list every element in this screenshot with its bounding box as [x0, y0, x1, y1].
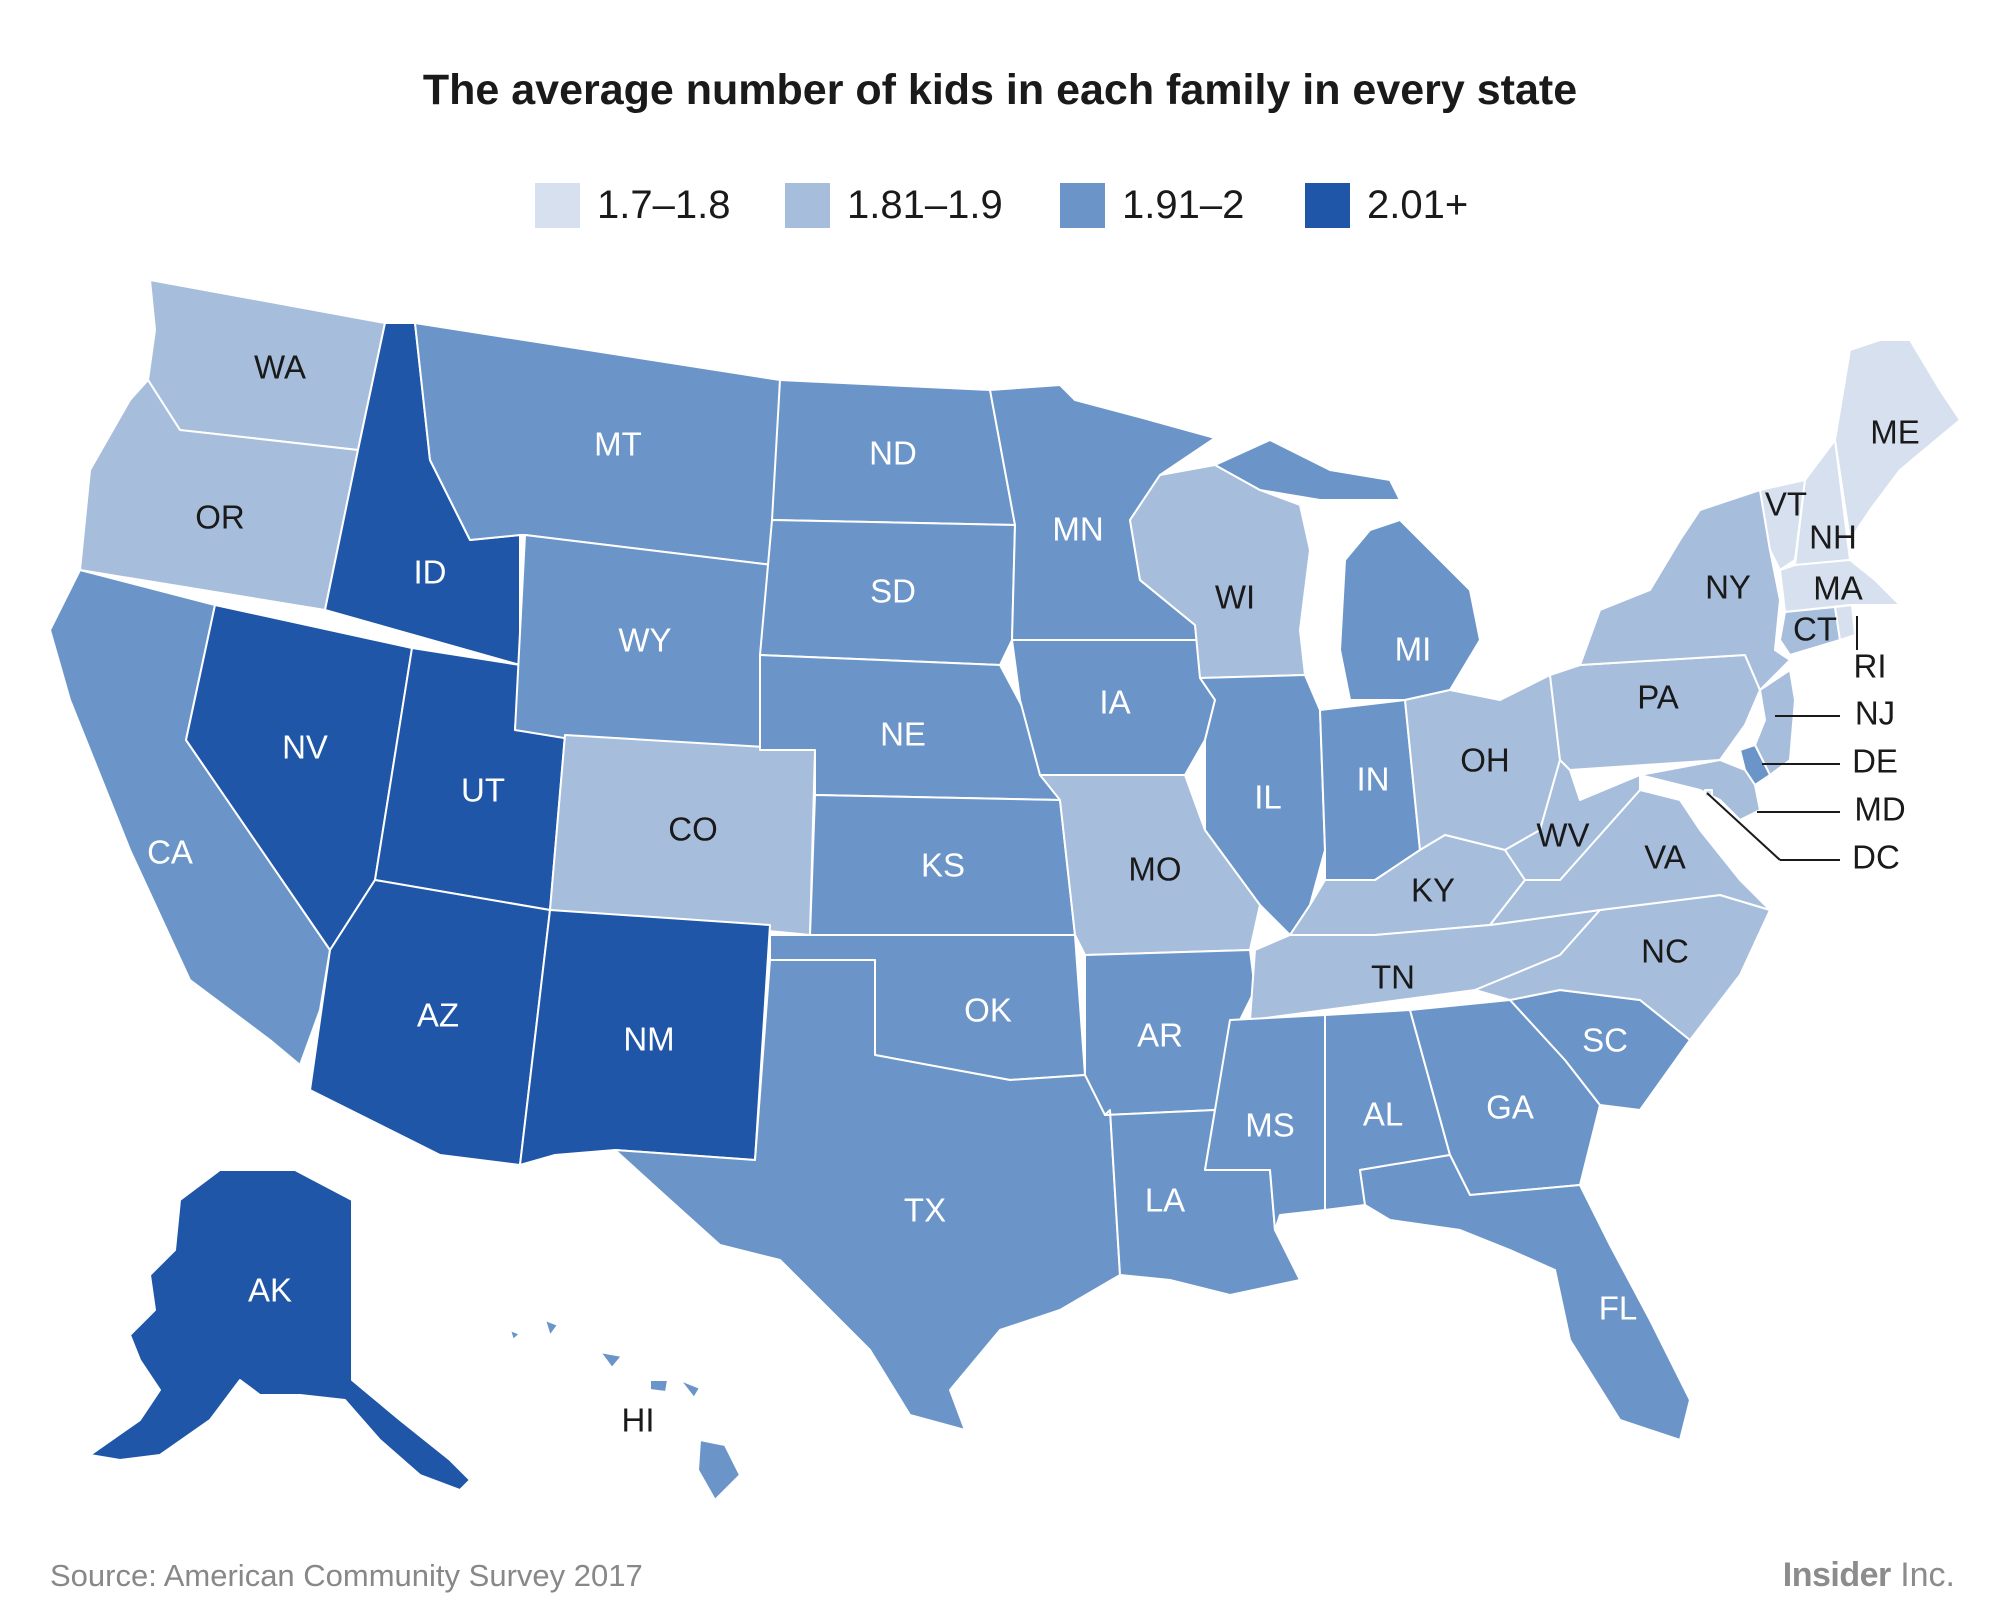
state-wi[interactable] — [1129, 464, 1311, 679]
state-label-nc: NC — [1641, 933, 1689, 970]
state-label-ia: IA — [1099, 684, 1130, 721]
state-fl[interactable] — [1359, 1154, 1691, 1441]
state-label-wv: WV — [1536, 817, 1589, 854]
state-label-ar: AR — [1137, 1017, 1183, 1054]
state-label-mn: MN — [1052, 511, 1103, 548]
state-label-tn: TN — [1371, 959, 1415, 996]
state-label-ak: AK — [248, 1272, 292, 1309]
states-layer — [49, 279, 1961, 1501]
state-label-md: MD — [1854, 791, 1905, 828]
state-label-mt: MT — [594, 426, 642, 463]
state-label-mo: MO — [1128, 851, 1181, 888]
state-label-or: OR — [195, 499, 245, 536]
state-label-ma: MA — [1813, 570, 1863, 607]
state-label-nh: NH — [1809, 519, 1857, 556]
state-tx[interactable] — [614, 959, 1121, 1431]
state-label-sc: SC — [1582, 1022, 1628, 1059]
state-nc[interactable] — [1474, 894, 1771, 1041]
state-label-id: ID — [414, 554, 447, 591]
state-label-nj: NJ — [1855, 695, 1895, 732]
state-labels-layer: WA OR CA ID NV UT AZ MT WY CO NM ND SD N… — [147, 349, 1920, 1439]
state-label-ct: CT — [1793, 611, 1837, 648]
state-label-de: DE — [1852, 743, 1898, 780]
state-ak[interactable] — [89, 1169, 471, 1491]
legend-label-2: 1.81–1.9 — [847, 183, 1003, 227]
state-or[interactable] — [79, 379, 359, 611]
state-de[interactable] — [1739, 744, 1771, 786]
state-label-ne: NE — [880, 716, 926, 753]
state-label-tx: TX — [904, 1192, 946, 1229]
state-label-wa: WA — [254, 349, 306, 386]
state-label-wy: WY — [618, 622, 671, 659]
callout-lines — [1706, 616, 1858, 861]
legend-label-4: 2.01+ — [1367, 183, 1469, 227]
legend-swatch-1 — [535, 183, 580, 228]
state-mi[interactable] — [1214, 439, 1481, 701]
state-nj[interactable] — [1754, 669, 1796, 776]
state-label-hi: HI — [622, 1402, 655, 1439]
callout-line-dc — [1706, 792, 1781, 861]
state-label-mi: MI — [1395, 631, 1432, 668]
state-label-al: AL — [1363, 1096, 1403, 1133]
state-label-me: ME — [1870, 414, 1920, 451]
brand-logo-bold: Insider — [1782, 1556, 1891, 1594]
state-label-ut: UT — [461, 772, 505, 809]
legend-swatch-2 — [785, 183, 830, 228]
state-label-ny: NY — [1705, 569, 1751, 606]
state-label-ri: RI — [1854, 648, 1887, 685]
state-me[interactable] — [1834, 339, 1961, 541]
brand-logo: Insider Inc. — [1783, 1556, 1955, 1595]
state-label-va: VA — [1644, 839, 1686, 876]
state-label-dc: DC — [1852, 839, 1900, 876]
state-sd[interactable] — [759, 519, 1016, 666]
state-label-la: LA — [1145, 1182, 1185, 1219]
state-hi[interactable] — [509, 1319, 741, 1501]
state-label-ks: KS — [921, 847, 965, 884]
state-label-vt: VT — [1765, 486, 1807, 523]
state-label-wi: WI — [1215, 579, 1255, 616]
state-label-ok: OK — [964, 992, 1012, 1029]
state-label-nd: ND — [869, 435, 917, 472]
state-label-oh: OH — [1460, 742, 1510, 779]
state-label-pa: PA — [1637, 679, 1679, 716]
legend-swatch-4 — [1305, 183, 1350, 228]
state-label-fl: FL — [1599, 1290, 1638, 1327]
state-label-nv: NV — [282, 729, 328, 766]
legend-label-1: 1.7–1.8 — [597, 183, 731, 227]
state-ri[interactable] — [1834, 604, 1856, 641]
state-ct[interactable] — [1779, 606, 1841, 656]
state-vt[interactable] — [1759, 479, 1806, 571]
chart-title: The average number of kids in each famil… — [422, 66, 1578, 114]
brand-logo-light: Inc. — [1900, 1556, 1955, 1594]
legend-label-3: 1.91–2 — [1122, 183, 1245, 227]
legend-swatch-3 — [1060, 183, 1105, 228]
state-label-il: IL — [1254, 779, 1282, 816]
state-label-nm: NM — [623, 1021, 674, 1058]
state-label-sd: SD — [870, 573, 916, 610]
state-label-ky: KY — [1411, 872, 1455, 909]
state-label-az: AZ — [417, 997, 459, 1034]
state-label-in: IN — [1357, 761, 1390, 798]
source-note: Source: American Community Survey 2017 — [50, 1558, 643, 1593]
state-label-ca: CA — [147, 834, 193, 871]
state-label-ms: MS — [1245, 1107, 1295, 1144]
state-label-co: CO — [668, 811, 718, 848]
state-label-ga: GA — [1486, 1089, 1534, 1126]
